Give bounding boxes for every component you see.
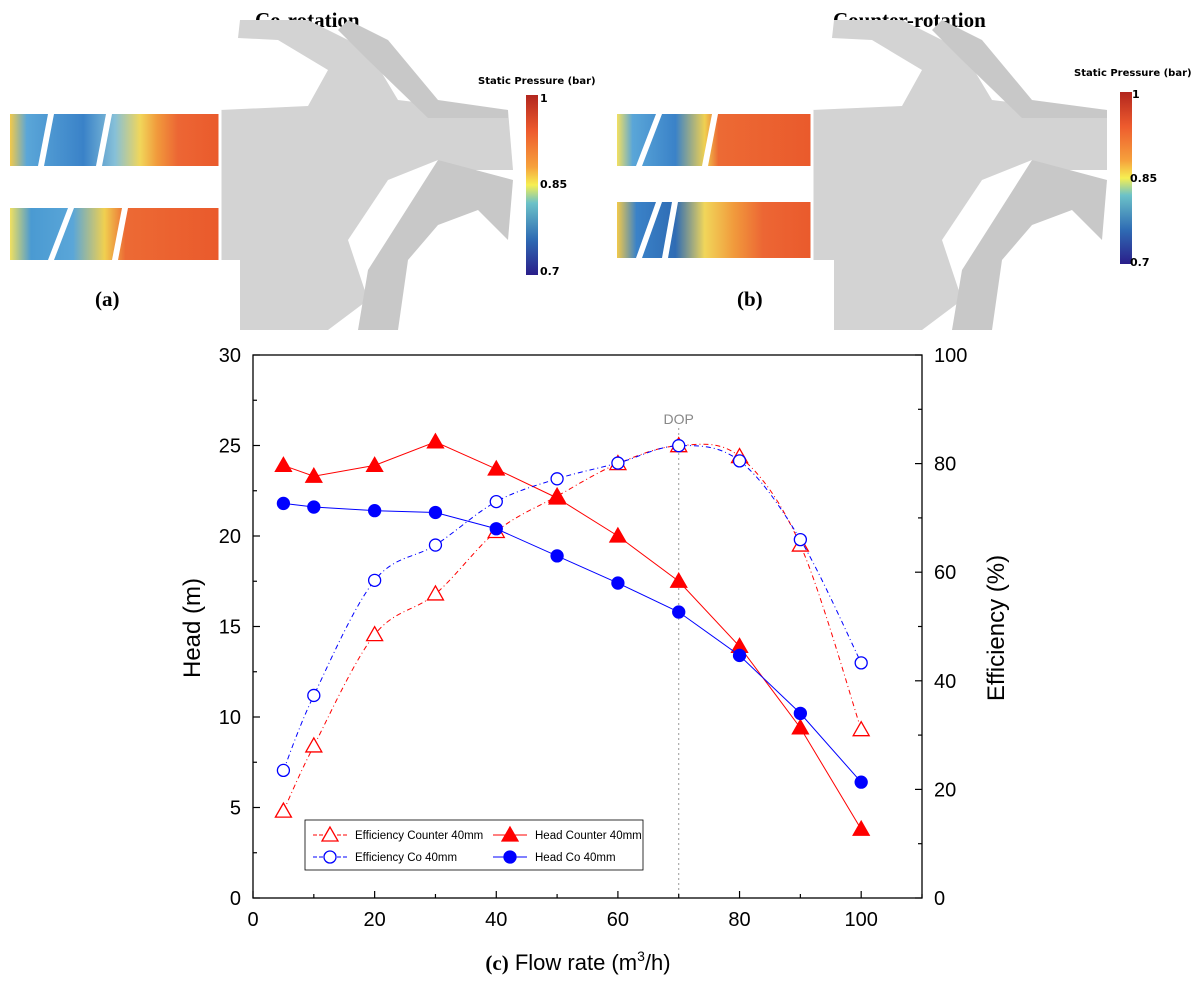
- series-1-point: [365, 456, 384, 473]
- y-left-tick-label: 10: [219, 707, 241, 729]
- legend-label: Efficiency Co 40mm: [355, 852, 457, 864]
- y-right-tick-label: 0: [934, 888, 945, 910]
- series-3-point: [367, 504, 382, 518]
- series-0-point: [365, 625, 384, 642]
- y-left-tick-label: 20: [219, 526, 241, 548]
- series-2-point: [550, 472, 564, 486]
- panel-b-colorbar: [1120, 92, 1132, 264]
- y-left-tick-label: 15: [219, 617, 241, 639]
- y-left-tick-label: 25: [219, 436, 241, 458]
- series-3-point: [793, 706, 808, 721]
- legend-marker: [500, 825, 520, 842]
- panel-b-colorbar-mid: 0.85: [1130, 172, 1158, 185]
- x-tick-label: 40: [485, 909, 507, 931]
- series-2-point: [611, 456, 625, 470]
- y-axis-left-label: Head (m): [179, 578, 206, 678]
- y-right-tick-label: 40: [934, 671, 956, 693]
- x-axis-label-prefix: (c): [485, 951, 508, 975]
- series-line-2: [282, 445, 862, 771]
- panel-a-colorbar-min: 0.7: [540, 265, 560, 278]
- panel-b-pump-contour: [617, 20, 1107, 330]
- series-0-point: [852, 720, 871, 737]
- x-tick-label: 20: [364, 909, 386, 931]
- panel-a-colorbar: [526, 95, 538, 275]
- x-tick-label: 0: [247, 909, 258, 931]
- series-3-point: [276, 496, 291, 511]
- y-right-tick-label: 80: [934, 454, 956, 476]
- panel-b-colorbar-min: 0.7: [1130, 256, 1150, 269]
- legend-marker: [503, 850, 517, 864]
- x-axis-label-text: Flow rate (m: [515, 950, 637, 975]
- series-2-point: [732, 454, 747, 468]
- y-axis-right-label: Efficiency (%): [983, 555, 1010, 701]
- series-3-point: [611, 576, 625, 590]
- series-3-point: [489, 522, 503, 536]
- series-0-point: [304, 736, 323, 753]
- series-2-point: [367, 573, 382, 587]
- series-3-point: [854, 775, 868, 789]
- panel-a-pump-contour: [10, 20, 513, 330]
- series-1-point: [791, 718, 810, 735]
- x-axis-label: (c) Flow rate (m3/h): [485, 948, 670, 975]
- legend-marker: [323, 850, 337, 864]
- y-left-tick-label: 30: [219, 345, 241, 367]
- y-right-tick-label: 20: [934, 779, 956, 801]
- legend-label: Efficiency Counter 40mm: [355, 830, 483, 842]
- y-left-tick-label: 5: [230, 798, 241, 820]
- series-3-point: [550, 549, 564, 563]
- series-1-point: [547, 488, 567, 505]
- series-2-point: [307, 688, 321, 703]
- series-2-point: [489, 494, 503, 509]
- panel-b-colorbar-max: 1: [1132, 88, 1140, 101]
- panel-a-colorbar-mid: 0.85: [540, 178, 568, 191]
- series-line-3: [283, 502, 862, 783]
- series-1-point: [487, 459, 506, 476]
- y-left-tick-label: 0: [230, 888, 241, 910]
- series-1-point: [426, 432, 445, 449]
- x-tick-label: 60: [607, 909, 629, 931]
- series-2-point: [793, 532, 808, 547]
- x-tick-label: 80: [728, 909, 750, 931]
- series-3-point: [672, 605, 686, 619]
- x-axis-label-sup: 3: [637, 948, 645, 964]
- series-2-point: [672, 439, 686, 453]
- series-1-point: [669, 571, 688, 588]
- series-3-point: [732, 648, 747, 663]
- legend-label: Head Co 40mm: [535, 852, 616, 864]
- series-0-point: [426, 584, 445, 601]
- series-2-point: [854, 656, 868, 670]
- series-2-point: [428, 538, 443, 552]
- series-1-point: [304, 466, 323, 483]
- series-1-point: [608, 526, 628, 543]
- series-1-point: [852, 819, 871, 836]
- panel-b-colorbar-title: Static Pressure (bar): [1074, 68, 1192, 79]
- panel-a-colorbar-max: 1: [540, 92, 548, 105]
- legend-marker: [320, 825, 340, 842]
- plot-frame: [252, 354, 923, 899]
- panel-a-colorbar-title: Static Pressure (bar): [478, 76, 596, 87]
- series-1-point: [274, 456, 293, 473]
- y-right-tick-label: 100: [934, 345, 967, 367]
- series-0-point: [274, 801, 293, 818]
- x-tick-label: 100: [844, 909, 877, 931]
- legend-box: [304, 819, 644, 871]
- y-right-tick-label: 60: [934, 562, 956, 584]
- legend-label: Head Counter 40mm: [535, 830, 642, 842]
- x-axis-label-suffix: /h): [645, 950, 671, 975]
- panel-b-letter: (b): [737, 287, 763, 311]
- panel-a-letter: (a): [95, 287, 120, 311]
- series-2-point: [276, 763, 291, 778]
- dop-label: DOP: [664, 411, 694, 427]
- series-3-point: [307, 500, 321, 514]
- series-3-point: [428, 505, 443, 520]
